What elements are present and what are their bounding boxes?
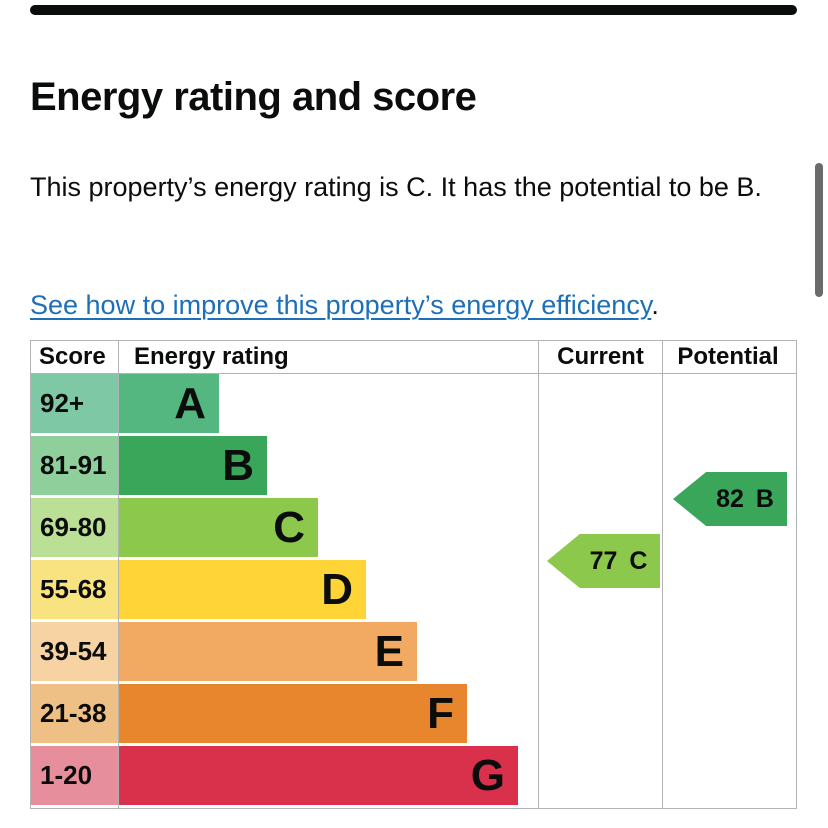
epc-band-row-e: 39-54 E [31, 622, 796, 684]
column-header-current: Current [538, 341, 662, 373]
epc-band-row-g: 1-20 G [31, 746, 796, 808]
potential-rating-value: 82 [716, 484, 744, 513]
column-header-score: Score [39, 343, 106, 370]
scrollbar-thumb[interactable] [815, 163, 823, 297]
band-bar-a: A [119, 374, 219, 433]
band-bar-g: G [119, 746, 518, 805]
band-score-f: 21-38 [31, 684, 118, 743]
band-bar-f: F [119, 684, 467, 743]
band-score-d: 55-68 [31, 560, 118, 619]
band-bar-c: C [119, 498, 318, 557]
band-score-b: 81-91 [31, 436, 118, 495]
band-bar-d: D [119, 560, 366, 619]
epc-band-row-d: 55-68 D [31, 560, 796, 622]
epc-band-row-a: 92+ A [31, 374, 796, 436]
potential-rating-band: B [755, 484, 774, 513]
band-bar-e: E [119, 622, 417, 681]
epc-band-row-c: 69-80 C [31, 498, 796, 560]
epc-band-row-b: 81-91 B [31, 436, 796, 498]
link-suffix: . [651, 290, 659, 320]
band-score-e: 39-54 [31, 622, 118, 681]
epc-chart: Score Energy rating Current Potential 92… [30, 340, 797, 809]
improve-link-wrap: See how to improve this property’s energ… [30, 287, 805, 323]
epc-band-row-f: 21-38 F [31, 684, 796, 746]
band-bar-b: B [119, 436, 267, 495]
epc-chart-header: Score Energy rating Current Potential [31, 341, 796, 374]
intro-text: This property’s energy rating is C. It h… [30, 172, 762, 202]
current-rating-value: 77 [589, 546, 618, 575]
band-score-c: 69-80 [31, 498, 118, 557]
epc-chart-body: 92+ A 81-91 B 69-80 C 55-68 D [31, 374, 796, 808]
top-divider-bar [30, 5, 797, 15]
current-rating-band: C [629, 546, 648, 575]
page-title: Energy rating and score [30, 74, 477, 119]
band-score-g: 1-20 [31, 746, 118, 805]
improve-efficiency-link[interactable]: See how to improve this property’s energ… [30, 290, 652, 320]
column-header-energy-rating: Energy rating [118, 341, 538, 373]
band-score-a: 92+ [31, 374, 118, 433]
column-header-potential: Potential [662, 341, 793, 373]
